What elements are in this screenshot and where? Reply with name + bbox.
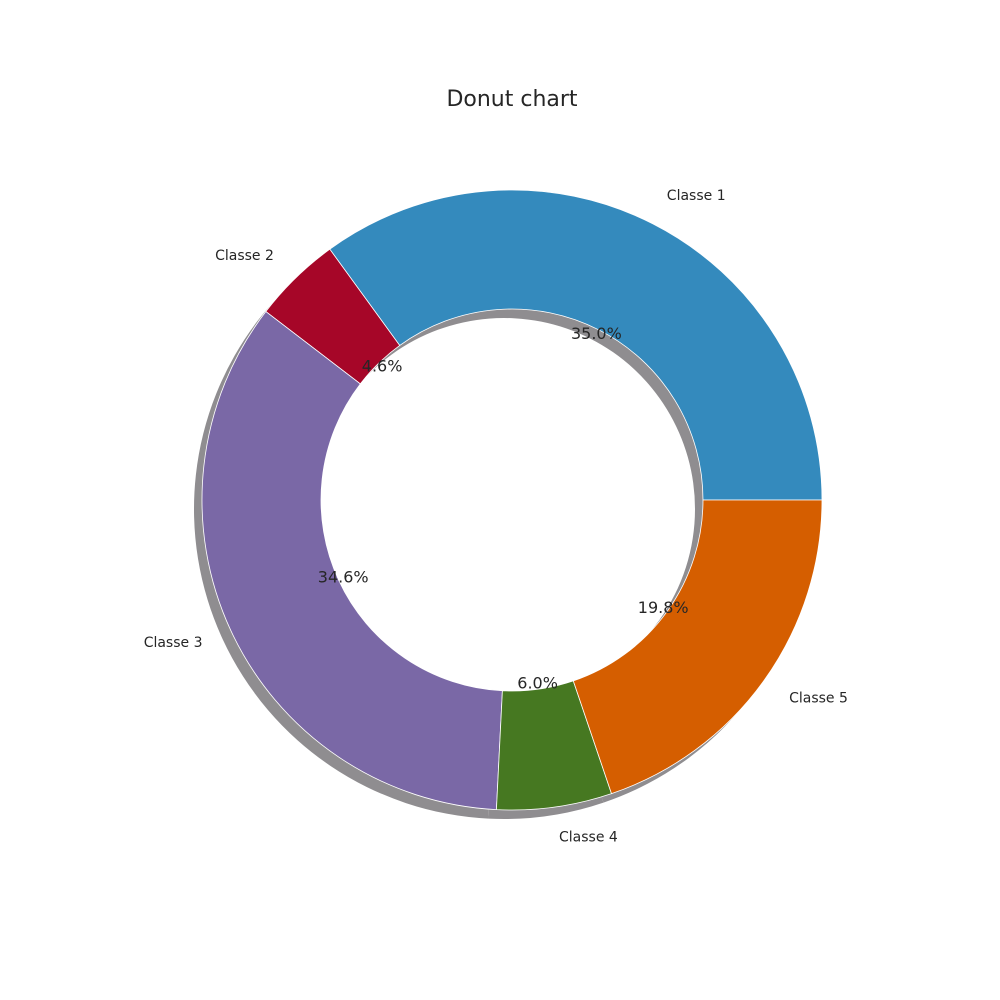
- slice-label-classe-1: Classe 1: [667, 188, 726, 204]
- pct-label-classe-3: 34.6%: [318, 568, 369, 587]
- percentage-labels: 35.0% 4.6% 34.6% 6.0% 19.8%: [318, 324, 689, 693]
- slice-label-classe-3: Classe 3: [144, 635, 203, 651]
- chart-title: Donut chart: [446, 87, 577, 112]
- slice-classe-3: [201, 310, 503, 811]
- slice-classe-5: [572, 499, 823, 795]
- donut-slices: [201, 189, 823, 811]
- slice-label-classe-2: Classe 2: [215, 248, 274, 264]
- slice-classe-1: [329, 189, 823, 501]
- slice-label-classe-5: Classe 5: [789, 691, 848, 707]
- pct-label-classe-4: 6.0%: [517, 674, 558, 693]
- pct-label-classe-1: 35.0%: [571, 324, 622, 343]
- pct-label-classe-5: 19.8%: [638, 598, 689, 617]
- slice-labels: Classe 1 Classe 2 Classe 3 Classe 4 Classe 5: [144, 188, 848, 846]
- pct-label-classe-2: 4.6%: [362, 356, 403, 375]
- slice-label-classe-4: Classe 4: [559, 830, 618, 846]
